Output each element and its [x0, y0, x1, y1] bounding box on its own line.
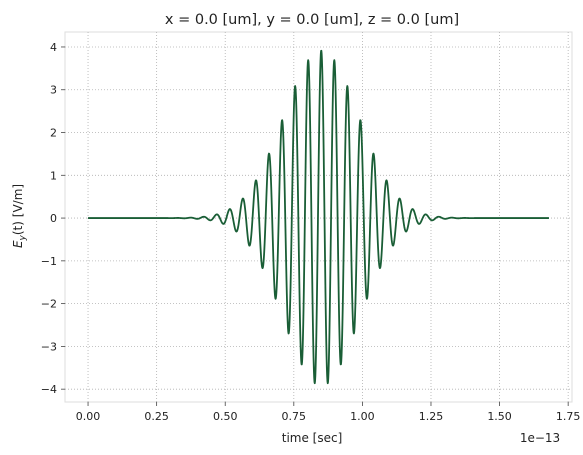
y-tick-label: −4: [41, 383, 57, 396]
x-tick-label: 1.00: [350, 410, 375, 423]
y-tick-label: −2: [41, 298, 57, 311]
axis-ticks: 0.00 0.25 0.50 0.75 1.00 1.25 1.50 1.75 −4 −3 −2 −1…: [41, 41, 581, 423]
y-tick-label: 3: [50, 84, 57, 97]
x-tick-label: 0.50: [213, 410, 238, 423]
x-tick-label: 1.75: [556, 410, 581, 423]
x-tick-label: 0.75: [282, 410, 307, 423]
y-tick-label: 2: [50, 127, 57, 140]
y-tick-label: −3: [41, 340, 57, 353]
y-tick-label: 4: [50, 41, 57, 54]
chart-title: x = 0.0 [um], y = 0.0 [um], z = 0.0 [um]: [165, 12, 459, 28]
x-tick-label: 0.25: [144, 410, 169, 423]
x-axis-label: time [sec]: [282, 431, 343, 445]
y-axis-label: Ey(t) [V/m]: [11, 184, 28, 248]
x-tick-label: 1.50: [487, 410, 512, 423]
y-tick-label: −1: [41, 255, 57, 268]
series-line: [87, 49, 550, 385]
y-tick-label: 0: [50, 212, 57, 225]
x-tick-label: 1.25: [419, 410, 444, 423]
x-offset-label: 1e−13: [520, 431, 560, 445]
y-tick-label: 1: [50, 169, 57, 182]
x-tick-label: 0.00: [76, 410, 101, 423]
